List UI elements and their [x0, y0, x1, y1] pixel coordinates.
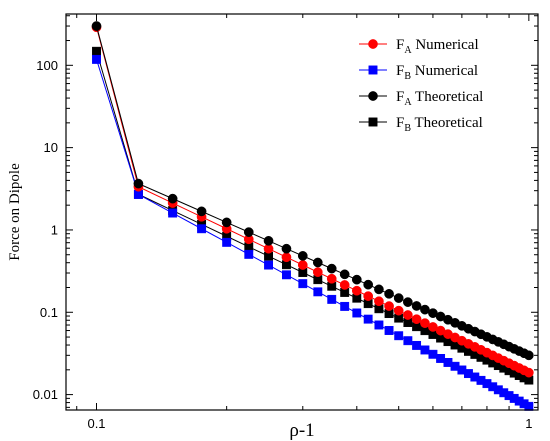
series-0 — [91, 22, 534, 378]
data-point — [403, 336, 413, 346]
x-tick-label: 1 — [525, 416, 532, 431]
data-point — [281, 270, 291, 280]
legend-marker — [368, 91, 378, 101]
legend: FA Numerical FB Numerical FA Theoretical FB… — [359, 37, 483, 134]
data-point — [312, 257, 323, 268]
data-point — [420, 345, 430, 355]
data-point — [326, 273, 337, 284]
data-point — [403, 310, 413, 320]
data-point — [222, 237, 232, 247]
data-point — [374, 284, 384, 295]
legend-marker — [368, 65, 378, 75]
data-point — [297, 260, 308, 270]
data-point — [281, 243, 292, 254]
data-point — [411, 314, 422, 325]
y-tick-label: 0.01 — [33, 387, 58, 402]
data-point — [221, 217, 232, 228]
series-line — [96, 27, 530, 374]
data-point — [263, 235, 274, 246]
data-point — [92, 54, 101, 64]
data-point — [363, 279, 374, 290]
x-axis-title: ρ-1 — [289, 420, 314, 441]
series-3 — [92, 46, 534, 385]
data-point — [133, 178, 144, 189]
data-point — [298, 279, 308, 289]
legend-entry-0: FA Numerical — [359, 37, 479, 56]
y-tick-labels: 0.01 0.1 1 10 100 — [33, 58, 58, 402]
data-point — [352, 308, 362, 318]
legend-label: FB Numerical — [396, 63, 478, 82]
tick-marks — [66, 14, 538, 410]
data-point — [374, 296, 384, 307]
data-point — [297, 251, 308, 261]
data-point — [384, 326, 394, 335]
x-tick-labels: 0.1 1 — [87, 416, 532, 431]
data-point — [326, 263, 337, 274]
legend-entry-3: FB Theoretical — [359, 115, 483, 134]
data-point — [243, 227, 254, 237]
data-point — [339, 269, 350, 280]
data-point — [340, 301, 350, 311]
series-line — [96, 59, 530, 407]
data-point — [313, 287, 323, 297]
legend-entry-1: FB Numerical — [359, 63, 478, 82]
legend-label: FA Theoretical — [396, 89, 483, 108]
data-point — [363, 314, 373, 324]
data-point — [167, 193, 178, 204]
data-point — [374, 320, 384, 330]
legend-label: FB Theoretical — [396, 115, 483, 134]
data-point — [411, 301, 422, 311]
data-point — [244, 249, 254, 259]
legend-label: FA Numerical — [396, 37, 479, 56]
series-1 — [92, 54, 534, 411]
legend-entry-2: FA Theoretical — [359, 89, 483, 108]
data-point — [523, 367, 534, 378]
data-point — [312, 267, 323, 277]
data-point — [281, 252, 292, 263]
series-2 — [91, 21, 534, 361]
legend-marker — [368, 39, 378, 49]
x-tick-label: 0.1 — [87, 416, 105, 431]
data-point — [168, 208, 178, 218]
data-point — [196, 206, 207, 217]
data-point — [264, 260, 274, 270]
data-point — [420, 304, 430, 315]
data-point — [384, 288, 394, 299]
data-point — [91, 21, 102, 31]
data-point — [428, 349, 438, 359]
data-point — [327, 294, 337, 304]
data-point — [92, 46, 101, 56]
data-point — [393, 293, 404, 303]
data-point — [363, 291, 374, 301]
y-tick-label: 10 — [44, 140, 58, 155]
data-point — [420, 318, 430, 328]
data-point — [339, 280, 350, 290]
y-tick-label: 100 — [36, 58, 58, 73]
data-point — [523, 350, 534, 361]
data-point — [403, 297, 413, 307]
data-point — [384, 301, 394, 311]
data-point — [524, 401, 534, 411]
y-tick-label: 1 — [51, 222, 58, 237]
legend-marker — [368, 117, 378, 127]
data-point — [197, 224, 207, 234]
y-axis-title: Force on Dipole — [7, 163, 23, 261]
data-point — [394, 331, 404, 341]
data-point — [393, 305, 404, 316]
data-point — [351, 285, 362, 296]
data-point — [351, 274, 362, 285]
plot-frame — [65, 13, 539, 411]
data-point — [412, 340, 422, 350]
y-tick-label: 0.1 — [40, 305, 58, 320]
series-layer — [91, 21, 534, 411]
